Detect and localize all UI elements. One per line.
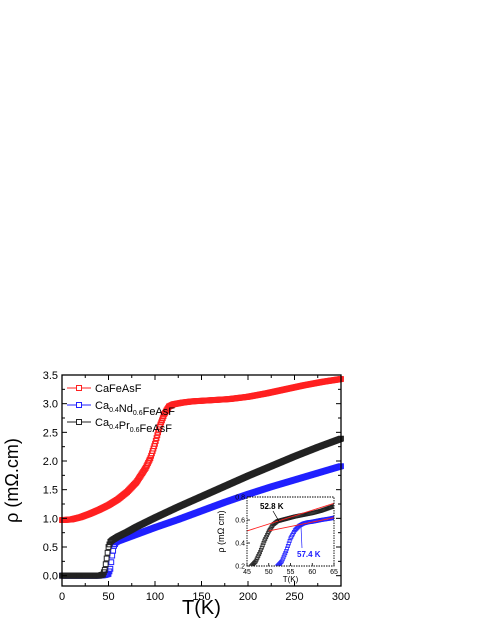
legend-item-0: CaFeAsF bbox=[67, 383, 142, 395]
inset-y-axis-label: ρ (mΩ cm) bbox=[216, 510, 226, 552]
inset-x-tick-label: 65 bbox=[330, 569, 338, 576]
inset-fit-line bbox=[268, 517, 334, 532]
data-point bbox=[107, 565, 114, 572]
legend-label-part: Pr bbox=[119, 420, 130, 432]
inset-plot: 45 50 55 60 65 0.2 0.4 0.6 0.8 T(K) ρ (mΩ cm) 52.8 … bbox=[216, 495, 338, 585]
inset-data-point bbox=[281, 555, 286, 560]
legend-label-part: FeAsF bbox=[140, 423, 173, 435]
inset-data-point bbox=[282, 553, 287, 558]
data-point bbox=[102, 561, 109, 568]
data-point bbox=[145, 458, 152, 465]
data-point bbox=[109, 552, 116, 559]
x-axis-label: T(K) bbox=[182, 597, 221, 619]
inset-background bbox=[247, 497, 334, 566]
inset-data-point bbox=[279, 559, 284, 564]
inset-data-point bbox=[261, 541, 266, 545]
y-tick-label: 2.5 bbox=[43, 427, 58, 439]
inset-x-tick-label: 45 bbox=[243, 569, 251, 576]
inset-annotation-pointer bbox=[272, 510, 280, 522]
legend-label-part: FeAsF bbox=[143, 406, 176, 418]
legend-marker bbox=[76, 419, 82, 425]
y-tick-label: 1.0 bbox=[43, 513, 58, 525]
inset-y-tick-label: 0.4 bbox=[235, 541, 245, 548]
inset-x-tick-label: 60 bbox=[308, 569, 316, 576]
inset-data-point bbox=[287, 538, 292, 543]
inset-x-tick-label: 55 bbox=[287, 569, 295, 576]
legend-subscript: 0.4 bbox=[109, 407, 119, 414]
x-tick-label: 0 bbox=[59, 591, 65, 603]
inset-data-point bbox=[258, 550, 263, 555]
y-tick-label: 2.0 bbox=[43, 456, 58, 468]
data-point bbox=[108, 559, 115, 566]
inset-annotation-pointer bbox=[300, 525, 303, 549]
inset-data bbox=[247, 502, 334, 566]
y-tick-label: 0.5 bbox=[43, 542, 58, 554]
series-0 bbox=[59, 376, 344, 523]
legend-label-part: CaFeAsF bbox=[95, 383, 142, 395]
main-plot: 0 50 100 150 200 250 300 0.0 0.5 1.0 1.5 2.0 2.5 3.0 3… bbox=[2, 370, 350, 619]
y-tick-label: 3.5 bbox=[43, 370, 58, 382]
legend-subscript: 0.6 bbox=[130, 427, 140, 434]
x-tick-label: 150 bbox=[192, 591, 210, 603]
y-tick-label: 1.5 bbox=[43, 485, 58, 497]
legend-subscript: 0.6 bbox=[133, 410, 143, 417]
legend-label: CaFeAsF bbox=[95, 383, 142, 395]
inset-x-axis-label: T(K) bbox=[283, 575, 299, 584]
inset-y-tick-label: 0.2 bbox=[235, 564, 245, 571]
y-tick-label: 0.0 bbox=[43, 571, 58, 583]
data-point bbox=[104, 549, 111, 556]
data-point bbox=[110, 547, 117, 554]
legend-subscript: 0.4 bbox=[109, 424, 119, 431]
legend-marker bbox=[76, 402, 82, 408]
inset-data-point bbox=[258, 547, 263, 552]
data-point bbox=[103, 555, 110, 562]
y-axis-label: ρ (mΩ.cm) bbox=[2, 438, 22, 523]
legend-label-part: Ca bbox=[95, 417, 110, 429]
inset-data-point bbox=[285, 546, 289, 551]
legend-item-1: Ca0.4Nd0.6FeAsF bbox=[67, 400, 175, 418]
y-tick-label: 3.0 bbox=[43, 399, 58, 411]
x-tick-label: 300 bbox=[332, 591, 350, 603]
data-point bbox=[146, 456, 153, 463]
data-point bbox=[101, 567, 108, 573]
inset-x-tick-label: 50 bbox=[265, 569, 273, 576]
x-tick-label: 100 bbox=[146, 591, 164, 603]
inset-data-point bbox=[259, 545, 264, 550]
x-tick-label: 250 bbox=[285, 591, 303, 603]
inset-data-point bbox=[283, 551, 288, 556]
inset-annotation: 52.8 K bbox=[260, 502, 284, 511]
inset-fit-line bbox=[247, 502, 334, 532]
legend-label: Ca0.4Pr0.6FeAsF bbox=[95, 417, 172, 435]
x-tick-label: 200 bbox=[239, 591, 257, 603]
inset-y-tick-label: 0.8 bbox=[235, 495, 245, 502]
legend-label-part: Nd bbox=[119, 403, 133, 415]
x-tick-label: 50 bbox=[102, 591, 114, 603]
inset-data-point bbox=[284, 549, 289, 554]
inset-data-point bbox=[280, 557, 285, 562]
legend-label-part: Ca bbox=[95, 400, 110, 412]
legend-item-2: Ca0.4Pr0.6FeAsF bbox=[67, 417, 172, 435]
legend-label: Ca0.4Nd0.6FeAsF bbox=[95, 400, 175, 418]
inset-data-point bbox=[260, 543, 265, 548]
inset-data-point bbox=[285, 544, 290, 548]
inset-data-point bbox=[286, 541, 291, 546]
inset-frame bbox=[246, 496, 335, 567]
inset-annotation: 57.4 K bbox=[297, 550, 321, 559]
legend-marker bbox=[76, 385, 82, 391]
inset-y-tick-label: 0.6 bbox=[235, 518, 245, 525]
series-2 bbox=[59, 435, 344, 579]
